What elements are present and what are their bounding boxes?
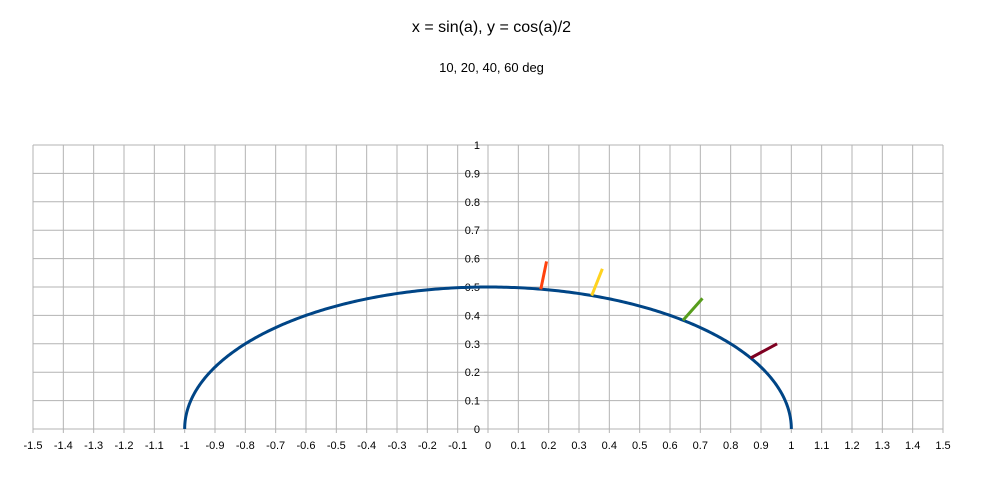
y-tick-label: 0.1 — [465, 396, 480, 408]
x-tick-label: -0.3 — [388, 440, 407, 452]
x-tick-label: 1.5 — [935, 440, 950, 452]
x-tick-label: -0.6 — [297, 440, 316, 452]
y-tick-label: 0 — [474, 424, 480, 436]
y-tick-label: 0.9 — [465, 168, 480, 180]
x-tick-label: -0.7 — [266, 440, 285, 452]
segment-20-deg — [590, 268, 604, 297]
y-tick-label: 0.2 — [465, 367, 480, 379]
x-tick-label: 1 — [788, 440, 794, 452]
x-tick-label: 1.3 — [875, 440, 890, 452]
x-tick-label: 1.4 — [905, 440, 920, 452]
x-tick-label: -1.2 — [115, 440, 134, 452]
y-tick-label: 0.7 — [465, 225, 480, 237]
y-tick-label: 0.3 — [465, 339, 480, 351]
x-tick-label: 0.8 — [723, 440, 738, 452]
y-tick-labels: 00.10.20.30.40.50.60.70.80.91 — [465, 140, 480, 436]
x-tick-label: 0.1 — [511, 440, 526, 452]
chart-subtitle: 10, 20, 40, 60 deg — [439, 60, 544, 75]
x-tick-label: 0.3 — [571, 440, 586, 452]
x-tick-label: -0.8 — [236, 440, 255, 452]
x-tick-label: 0.4 — [602, 440, 617, 452]
x-tick-label: 0.6 — [662, 440, 677, 452]
x-tick-label: 1.2 — [844, 440, 859, 452]
x-tick-labels: -1.5 -1.4 -1.3 -1.2 -1.1 -1 -0.9 -0.8 -0.7 -0.6 -0… — [24, 440, 951, 452]
segment-60-deg — [749, 342, 778, 360]
x-tick-label: -0.5 — [327, 440, 346, 452]
y-tick-label: 0.4 — [465, 310, 480, 322]
series — [183, 261, 793, 430]
x-tick-label: -0.2 — [418, 440, 437, 452]
x-tick-label: -1.1 — [145, 440, 164, 452]
x-tick-label: 0.9 — [753, 440, 768, 452]
x-tick-label: 1.1 — [814, 440, 829, 452]
segment-10-deg — [539, 261, 549, 290]
x-tick-label: 0.5 — [632, 440, 647, 452]
segment-40-deg — [681, 297, 704, 322]
x-tick-label: -1.3 — [84, 440, 103, 452]
y-tick-label: 1 — [474, 140, 480, 152]
x-tick-label: -0.9 — [206, 440, 225, 452]
chart-title: x = sin(a), y = cos(a)/2 — [411, 19, 572, 36]
x-tick-label: 0 — [485, 440, 491, 452]
y-tick-label: 0.6 — [465, 254, 480, 266]
x-tick-label: 0.2 — [541, 440, 556, 452]
y-tick-label: 0.8 — [465, 197, 480, 209]
x-tick-label: 0.7 — [693, 440, 708, 452]
x-tick-label: -1 — [180, 440, 190, 452]
x-tick-label: -1.5 — [24, 440, 43, 452]
x-tick-label: -0.4 — [357, 440, 376, 452]
x-tick-label: -0.1 — [448, 440, 467, 452]
x-tick-label: -1.4 — [54, 440, 73, 452]
axes — [32, 144, 944, 433]
